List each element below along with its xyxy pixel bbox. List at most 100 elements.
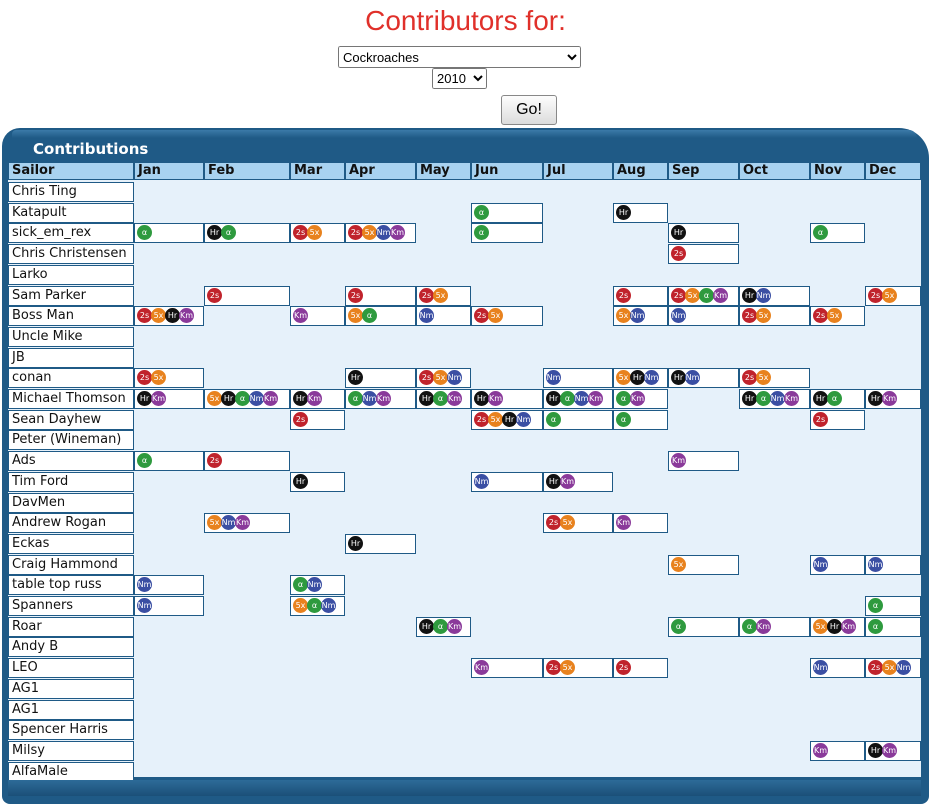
contribution-badge-icon: 2s (137, 308, 152, 323)
contribution-badge-icon: Km (263, 391, 278, 406)
contribution-cell: 2s 5x (810, 306, 865, 326)
contribution-badge-icon: α (474, 225, 489, 240)
contribution-badge-icon: α (348, 391, 363, 406)
contribution-badge-icon: Nm (770, 391, 785, 406)
contribution-badge-icon: Km (488, 391, 503, 406)
contribution-cell: Nm (543, 368, 613, 388)
contribution-badge-icon: Km (447, 391, 462, 406)
contribution-badge-icon: α (137, 225, 152, 240)
contribution-badge-icon: 2s (293, 412, 308, 427)
contribution-badge-icon: Nm (419, 308, 434, 323)
contribution-badge-icon: Km (784, 391, 799, 406)
contribution-badge-icon: Hr (671, 225, 686, 240)
sailor-name: AG1 (8, 700, 134, 720)
contribution-badge-icon: Hr (671, 370, 686, 385)
sailor-name: Milsy (8, 741, 134, 761)
contribution-badge-icon: Km (813, 743, 828, 758)
contribution-badge-icon: 5x (207, 515, 222, 530)
panel-bottom-bar (8, 780, 921, 796)
contribution-badge-icon: α (616, 391, 631, 406)
contribution-cell: 2s 5x (471, 306, 543, 326)
contribution-badge-icon: Nm (474, 474, 489, 489)
contribution-cell: Hr α Km (416, 617, 471, 637)
contribution-badge-icon: Nm (137, 577, 152, 592)
sailor-name: Andy B (8, 637, 134, 657)
sailor-name: sick_em_rex (8, 223, 134, 243)
contribution-cell: Hr (290, 472, 345, 492)
header-month: Feb (204, 162, 290, 180)
contribution-badge-icon: Km (588, 391, 603, 406)
contribution-cell: Hr Km (865, 389, 921, 409)
contribution-badge-icon: Nm (756, 288, 771, 303)
contribution-cell: α (810, 223, 865, 243)
contribution-badge-icon: 2s (474, 308, 489, 323)
contribution-badge-icon: α (307, 598, 322, 613)
contribution-badge-icon: 2s (616, 288, 631, 303)
contribution-cell: α Km (613, 389, 668, 409)
contribution-badge-icon: 2s (813, 412, 828, 427)
contribution-badge-icon: α (868, 619, 883, 634)
contribution-badge-icon: 5x (882, 288, 897, 303)
contribution-cell: 2s (810, 410, 865, 430)
contribution-cell: Hr (613, 203, 668, 223)
sailor-name: Chris Ting (8, 182, 134, 202)
contribution-cell: Nm (416, 306, 471, 326)
contribution-badge-icon: 5x (433, 370, 448, 385)
contribution-badge-icon: Hr (630, 370, 645, 385)
contribution-badge-icon: 5x (813, 619, 828, 634)
contribution-badge-icon: α (362, 308, 377, 323)
contribution-badge-icon: α (433, 391, 448, 406)
contribution-badge-icon: Nm (671, 308, 686, 323)
contribution-cell: α (668, 617, 739, 637)
contribution-cell: 2s 5x α Km (668, 286, 739, 306)
contribution-badge-icon: 2s (742, 370, 757, 385)
contribution-badge-icon: 5x (307, 225, 322, 240)
header-month: Dec (865, 162, 921, 180)
contribution-cell: α (134, 451, 204, 471)
contribution-badge-icon: 2s (293, 225, 308, 240)
contribution-badge-icon: Nm (321, 598, 336, 613)
contribution-cell: α (471, 203, 543, 223)
year-select[interactable]: 2010 (432, 68, 487, 89)
contribution-badge-icon: 2s (474, 412, 489, 427)
contribution-cell: Km (471, 658, 543, 678)
contribution-badge-icon: Nm (896, 660, 911, 675)
contribution-badge-icon: Km (841, 619, 856, 634)
go-button[interactable]: Go! (501, 95, 557, 125)
contribution-cell: 2s 5x Hr Km (134, 306, 204, 326)
header-month: May (416, 162, 471, 180)
contribution-badge-icon: Nm (137, 598, 152, 613)
contribution-badge-icon: 2s (671, 288, 686, 303)
contribution-badge-icon: Km (447, 619, 462, 634)
group-select[interactable]: Cockroaches (338, 46, 581, 68)
contribution-badge-icon: Nm (685, 370, 700, 385)
contribution-badge-icon: α (546, 412, 561, 427)
sailor-name: Michael Thomson (8, 389, 134, 409)
contribution-badge-icon: 2s (348, 225, 363, 240)
contribution-badge-icon: α (221, 225, 236, 240)
contribution-badge-icon: 5x (882, 660, 897, 675)
contribution-badge-icon: 2s (616, 660, 631, 675)
panel-top-shine (12, 130, 917, 138)
contribution-cell: 2s (345, 286, 416, 306)
contribution-cell: 2s 5x (134, 368, 204, 388)
contribution-cell: Km (810, 741, 865, 761)
contribution-badge-icon: Nm (447, 370, 462, 385)
sailor-name: Spanners (8, 596, 134, 616)
contribution-badge-icon: Nm (868, 557, 883, 572)
contribution-badge-icon: Km (756, 619, 771, 634)
sailor-name: Ads (8, 451, 134, 471)
contribution-cell: Hr (345, 534, 416, 554)
contribution-badge-icon: Hr (868, 743, 883, 758)
contribution-cell: Nm (810, 555, 865, 575)
sailor-name: Boss Man (8, 306, 134, 326)
contribution-badge-icon: Hr (813, 391, 828, 406)
contribution-badge-icon: 5x (293, 598, 308, 613)
contribution-badge-icon: Hr (221, 391, 236, 406)
contribution-badge-icon: 2s (742, 308, 757, 323)
contribution-badge-icon: Km (390, 225, 405, 240)
contribution-badge-icon: α (137, 453, 152, 468)
sailor-name: conan (8, 368, 134, 388)
contribution-badge-icon: Hr (546, 474, 561, 489)
contribution-badge-icon: 5x (488, 412, 503, 427)
